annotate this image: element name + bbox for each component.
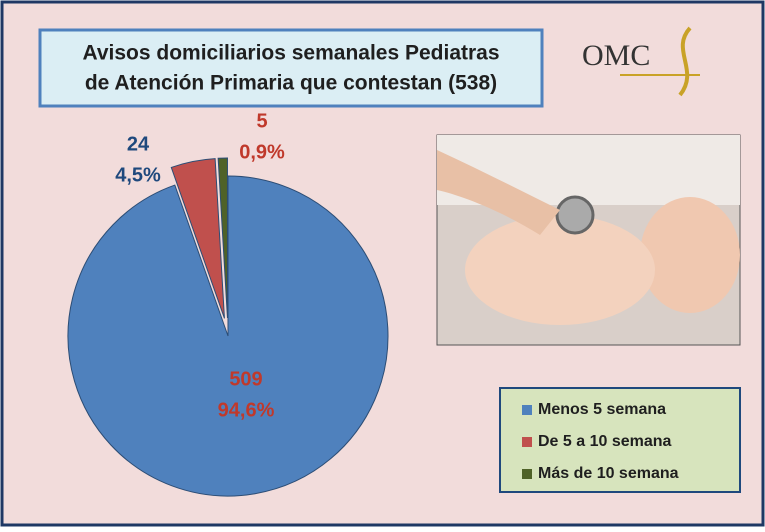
legend-label: Más de 10 semana: [538, 465, 679, 482]
data-label: 509: [229, 368, 262, 390]
legend-swatch: [522, 469, 532, 479]
chart: Avisos domiciliarios semanales Pediatras…: [0, 0, 765, 527]
legend-swatch: [522, 405, 532, 415]
photo: [437, 135, 740, 345]
photo-head: [640, 197, 740, 313]
percentage-label: 94,6%: [218, 399, 275, 421]
percentage-label: 4,5%: [115, 164, 161, 186]
photo-stethoscope: [557, 197, 593, 233]
legend-label: Menos 5 semana: [538, 401, 666, 418]
data-label: 5: [256, 110, 267, 132]
logo-text: OMC: [582, 39, 650, 72]
legend-swatch: [522, 437, 532, 447]
page: Avisos domiciliarios semanales Pediatras…: [0, 0, 765, 532]
chart-title: de Atención Primaria que contestan (538): [85, 72, 497, 95]
percentage-label: 0,9%: [239, 141, 285, 163]
data-label: 24: [127, 133, 150, 155]
pie-slice: [68, 176, 388, 496]
chart-title: Avisos domiciliarios semanales Pediatras: [82, 42, 499, 65]
legend-label: De 5 a 10 semana: [538, 433, 672, 450]
photo-body: [465, 215, 655, 325]
